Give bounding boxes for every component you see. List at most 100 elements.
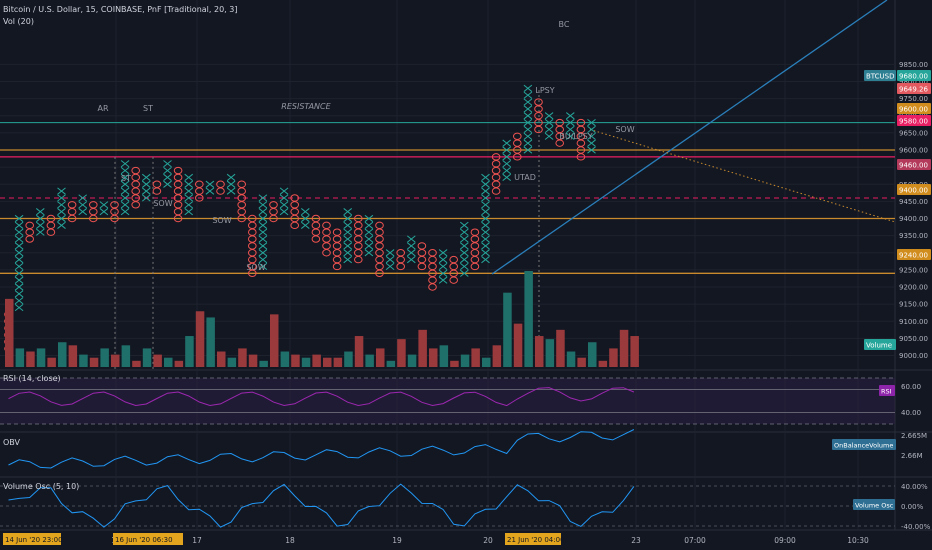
pnf-x-box bbox=[438, 262, 448, 271]
obv-title: OBV bbox=[3, 438, 21, 447]
pnf-x-box bbox=[438, 249, 448, 257]
pnf-x-box bbox=[565, 119, 575, 127]
pnf-x-box bbox=[141, 194, 151, 202]
volume-bar bbox=[333, 357, 343, 367]
pnf-x-box bbox=[258, 249, 268, 257]
pnf-x-box bbox=[120, 180, 130, 188]
pnf-x-box bbox=[502, 173, 512, 181]
price-tick-label: 9850.00 bbox=[899, 61, 928, 69]
pnf-o-box bbox=[396, 255, 406, 264]
volume-bar bbox=[439, 345, 449, 367]
pnf-x-box bbox=[544, 119, 554, 127]
pnf-o-box bbox=[375, 228, 384, 236]
volume-bar bbox=[588, 342, 597, 367]
pnf-o-box bbox=[354, 221, 363, 230]
annotation-label: AR bbox=[97, 104, 108, 113]
pnf-o-box bbox=[25, 235, 35, 243]
indicator-tag bbox=[853, 499, 895, 510]
pnf-o-box bbox=[152, 180, 162, 188]
pnf-o-box bbox=[470, 262, 480, 271]
annotation-label: LPSY bbox=[535, 86, 554, 95]
pnf-x-box bbox=[343, 208, 353, 216]
volume-bar bbox=[630, 336, 639, 367]
price-tick-label: 9400.00 bbox=[899, 215, 928, 223]
pnf-o-box bbox=[290, 194, 300, 202]
pnf-o-box bbox=[25, 221, 35, 230]
pnf-o-box bbox=[354, 242, 363, 250]
pnf-o-box bbox=[375, 242, 384, 250]
pnf-x-box bbox=[279, 187, 289, 195]
time-highlight-label: 14 Jun '20 23:00 bbox=[5, 536, 63, 544]
pnf-o-box bbox=[491, 153, 501, 161]
pnf-o-box bbox=[195, 180, 204, 188]
pnf-o-box bbox=[322, 221, 331, 230]
pnf-o-box bbox=[470, 242, 480, 250]
price-tick-label: 9800.00 bbox=[899, 78, 928, 86]
pnf-x-box bbox=[523, 105, 533, 113]
indicator-tag bbox=[832, 439, 896, 450]
pnf-x-box bbox=[459, 256, 469, 264]
pnf-o-box bbox=[311, 221, 321, 230]
pnf-o-box bbox=[354, 235, 363, 243]
volume-bar bbox=[259, 360, 268, 367]
pnf-o-box bbox=[173, 187, 183, 195]
price-tag-label: 9580.00 bbox=[899, 118, 928, 126]
volume-bar bbox=[492, 345, 502, 367]
volume-bar bbox=[301, 357, 311, 367]
time-tick-label: 19 bbox=[392, 536, 402, 545]
pnf-x-box bbox=[35, 214, 45, 223]
pnf-o-box bbox=[491, 166, 501, 175]
pnf-x-box bbox=[300, 208, 310, 216]
pnf-x-box bbox=[35, 221, 45, 229]
pnf-x-box bbox=[258, 208, 268, 216]
pnf-x-box bbox=[184, 173, 194, 181]
pnf-x-box bbox=[258, 201, 268, 209]
indicator-tag bbox=[879, 385, 895, 396]
price-tick-label: 9250.00 bbox=[899, 266, 928, 274]
price-tag-label: 9649.26 bbox=[899, 86, 928, 94]
volume-bar bbox=[577, 357, 586, 367]
pnf-x-box bbox=[523, 91, 533, 99]
pnf-x-box bbox=[120, 201, 130, 209]
pnf-x-box bbox=[258, 256, 268, 264]
pnf-x-box bbox=[99, 201, 109, 209]
pnf-x-box bbox=[226, 180, 236, 188]
pnf-x-box bbox=[163, 166, 172, 175]
time-highlight-box bbox=[3, 533, 61, 545]
price-tag bbox=[897, 70, 931, 81]
price-tick-label: 9050.00 bbox=[899, 335, 928, 343]
pnf-o-box bbox=[375, 221, 384, 230]
volume-bar bbox=[26, 351, 35, 367]
pnf-x-box bbox=[258, 262, 268, 271]
pnf-x-box bbox=[120, 160, 130, 168]
pnf-x-box bbox=[120, 166, 130, 175]
price-tag bbox=[897, 249, 931, 260]
pnf-x-box bbox=[459, 249, 469, 257]
pnf-x-box bbox=[481, 214, 490, 223]
pnf-x-box bbox=[406, 249, 416, 257]
pnf-x-box bbox=[406, 256, 416, 264]
volume-bar bbox=[174, 360, 184, 367]
pnf-o-box bbox=[428, 276, 437, 284]
pnf-x-box bbox=[300, 214, 310, 223]
annotation-label: SOW bbox=[212, 216, 231, 225]
volume-bar bbox=[36, 348, 46, 367]
time-highlight-label: 21 Jun '20 04:00 bbox=[507, 536, 565, 544]
volume-bar bbox=[407, 354, 417, 367]
time-highlight-box bbox=[505, 533, 561, 545]
volume-bar bbox=[206, 317, 215, 367]
pnf-x-box bbox=[364, 242, 374, 250]
pnf-o-box bbox=[110, 201, 119, 209]
pnf-o-box bbox=[110, 207, 119, 216]
volume-bar bbox=[248, 354, 258, 367]
price-tag bbox=[864, 70, 896, 81]
volume-bar bbox=[227, 357, 237, 367]
price-tag-label: 9680.00 bbox=[899, 73, 928, 81]
pnf-x-box bbox=[279, 201, 289, 209]
volume-bar bbox=[291, 354, 300, 367]
pnf-x-box bbox=[481, 256, 490, 264]
pnf-x-box bbox=[14, 283, 24, 291]
pnf-o-box bbox=[470, 235, 480, 243]
pnf-x-box bbox=[57, 221, 66, 229]
